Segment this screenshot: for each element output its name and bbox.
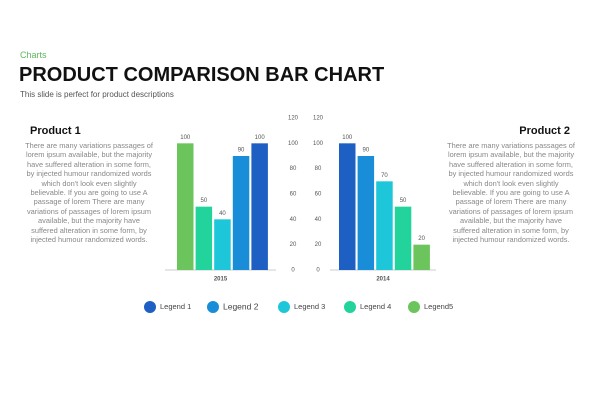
x-tick-label: 2014 bbox=[376, 277, 390, 283]
category-label: Charts bbox=[20, 50, 47, 60]
y-tick-label: 100 bbox=[288, 141, 299, 147]
y-tick-label: 40 bbox=[290, 217, 297, 223]
value-label: 70 bbox=[381, 173, 388, 179]
bar bbox=[357, 156, 375, 270]
y-tick-label: 80 bbox=[315, 166, 322, 172]
legend-marker bbox=[278, 301, 290, 313]
legend-marker bbox=[207, 301, 219, 313]
value-label: 50 bbox=[201, 198, 208, 204]
legend-marker bbox=[144, 301, 156, 313]
y-tick-label: 80 bbox=[290, 166, 297, 172]
bar bbox=[177, 143, 194, 270]
value-label: 100 bbox=[342, 135, 353, 141]
y-tick-label: 120 bbox=[313, 116, 324, 122]
value-label: 40 bbox=[219, 211, 226, 217]
bar bbox=[394, 206, 412, 270]
bar bbox=[214, 219, 231, 270]
bar bbox=[232, 156, 250, 270]
product-title: Product 2 bbox=[519, 125, 570, 137]
value-label: 100 bbox=[180, 135, 191, 141]
product-title: Product 1 bbox=[30, 125, 81, 137]
legend-label: Legend 1 bbox=[160, 302, 191, 311]
y-tick-label: 20 bbox=[315, 242, 322, 248]
bar bbox=[195, 206, 213, 270]
legend-label: Legend 2 bbox=[223, 301, 259, 311]
y-tick-label: 60 bbox=[315, 192, 322, 198]
bar bbox=[251, 143, 268, 270]
y-tick-label: 40 bbox=[315, 217, 322, 223]
legend-marker bbox=[344, 301, 356, 313]
y-tick-label: 100 bbox=[313, 141, 324, 147]
y-tick-label: 0 bbox=[291, 268, 295, 274]
product-text: There are many variations passages of lo… bbox=[25, 141, 153, 245]
value-label: 90 bbox=[238, 148, 245, 154]
bar bbox=[413, 244, 430, 270]
slide-title: PRODUCT COMPARISON BAR CHART bbox=[19, 64, 385, 86]
y-tick-label: 0 bbox=[316, 268, 320, 274]
legend-label: Legend5 bbox=[424, 302, 453, 311]
product-text: There are many variations passages of lo… bbox=[447, 141, 575, 245]
subtitle: This slide is perfect for product descri… bbox=[20, 90, 174, 99]
y-tick-label: 20 bbox=[290, 242, 297, 248]
value-label: 100 bbox=[255, 135, 266, 141]
bar bbox=[339, 143, 356, 270]
x-tick-label: 2015 bbox=[214, 277, 228, 283]
bar bbox=[376, 181, 393, 270]
value-label: 50 bbox=[400, 198, 407, 204]
legend-label: Legend 3 bbox=[294, 302, 325, 311]
value-label: 90 bbox=[363, 148, 370, 154]
legend-label: Legend 4 bbox=[360, 302, 391, 311]
legend-marker bbox=[408, 301, 420, 313]
y-tick-label: 120 bbox=[288, 116, 299, 122]
value-label: 20 bbox=[418, 236, 425, 242]
y-tick-label: 60 bbox=[290, 192, 297, 198]
